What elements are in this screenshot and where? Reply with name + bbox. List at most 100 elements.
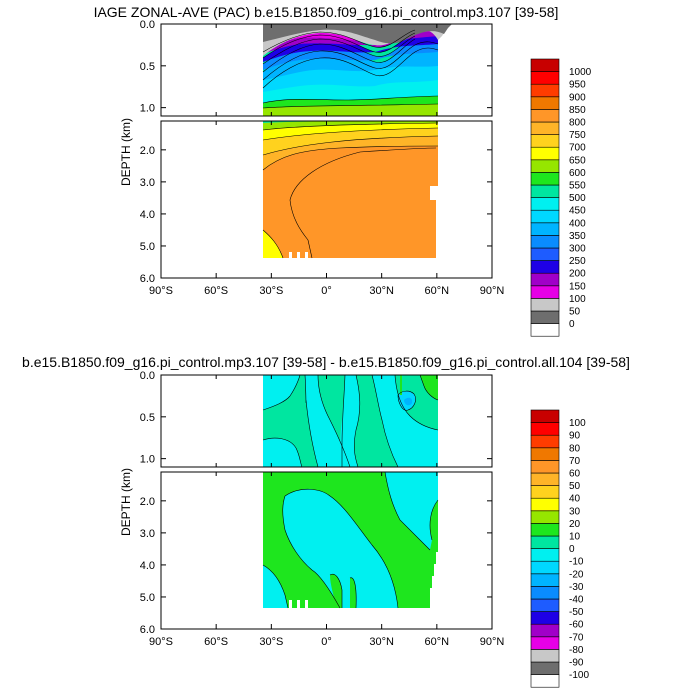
colorbar-swatch: [530, 222, 560, 236]
colorbar-swatch: [530, 434, 560, 449]
colorbar-swatch: [530, 472, 560, 486]
colorbar-swatch: [530, 623, 560, 638]
colorbar-label: 30: [569, 506, 581, 517]
x-tick-label: 0°: [321, 636, 332, 648]
colorbar-swatch: [530, 121, 560, 135]
x-tick-label: 60°N: [425, 636, 450, 648]
colorbar-label: -90: [569, 658, 584, 669]
colorbar-swatch: [530, 422, 560, 436]
top-upper-contour-fill: [262, 24, 452, 116]
colorbar-swatch: [530, 535, 560, 549]
y-tick-label: 6.0: [140, 273, 155, 285]
colorbar-swatch: [530, 447, 560, 461]
top-colorbar: 0501001502002503003504004505005506006507…: [530, 58, 592, 337]
colorbar-swatch: [530, 209, 560, 224]
colorbar-label: 850: [569, 105, 586, 116]
x-tick-label: 60°S: [204, 285, 228, 297]
colorbar-swatch: [530, 548, 560, 562]
colorbar-label: 900: [569, 92, 586, 103]
x-tick-label: 90°N: [480, 285, 505, 297]
colorbar-label: -40: [569, 595, 584, 606]
colorbar-swatch: [530, 109, 560, 123]
colorbar-swatch: [530, 247, 560, 261]
colorbar-swatch: [530, 272, 560, 287]
y-tick-label: 4.0: [140, 560, 155, 572]
y-tick-label: 6.0: [140, 624, 155, 636]
colorbar-label: 700: [569, 143, 586, 154]
colorbar-label: 40: [569, 494, 581, 505]
x-tick-label: 30°N: [369, 285, 394, 297]
colorbar-swatch: [530, 497, 560, 512]
colorbar-label: 90: [569, 431, 581, 442]
colorbar-label: 1000: [569, 67, 592, 78]
colorbar-swatch: [530, 560, 560, 575]
colorbar-label: -20: [569, 569, 584, 580]
colorbar-swatch: [530, 460, 560, 474]
colorbar-label: 800: [569, 118, 586, 129]
colorbar-label: 0: [569, 319, 575, 330]
bottom-colorbar: -100-90-80-70-60-50-40-30-20-10010203040…: [530, 409, 589, 688]
y-tick-label: 0.0: [140, 370, 155, 382]
colorbar-swatch: [530, 58, 560, 72]
colorbar-swatch: [530, 134, 560, 148]
y-tick-label: 1.0: [140, 454, 155, 466]
y-tick-label: 1.0: [140, 103, 155, 115]
y-tick-label: 2.0: [140, 496, 155, 508]
colorbar-label: 80: [569, 443, 581, 454]
bottom-lower-contour-fill: [262, 472, 440, 629]
colorbar-label: 150: [569, 281, 586, 292]
colorbar-label: 600: [569, 168, 586, 179]
bottom-y-axis-label: DEPTH (km): [119, 468, 133, 536]
colorbar-swatch: [530, 409, 560, 423]
y-tick-label: 3.0: [140, 177, 155, 189]
y-tick-label: 5.0: [140, 592, 155, 604]
colorbar-label: 750: [569, 130, 586, 141]
colorbar-swatch: [530, 485, 560, 499]
colorbar-swatch: [530, 71, 560, 85]
colorbar-label: 450: [569, 206, 586, 217]
bottom-chart-title: b.e15.B1850.f09_g16.pi_control.mp3.107 […: [22, 354, 630, 370]
colorbar-label: 950: [569, 80, 586, 91]
top-y-axis-label: DEPTH (km): [119, 118, 133, 186]
y-tick-label: 5.0: [140, 241, 155, 253]
x-tick-label: 60°N: [425, 285, 450, 297]
colorbar-label: -80: [569, 645, 584, 656]
colorbar-swatch: [530, 298, 560, 312]
x-tick-label: 90°S: [149, 636, 173, 648]
colorbar-label: -60: [569, 620, 584, 631]
colorbar-label: 70: [569, 456, 581, 467]
top-x-ticks: 90°S 60°S 30°S 0° 30°N 60°N 90°N: [149, 24, 504, 297]
colorbar-label: 300: [569, 244, 586, 255]
colorbar-label: 100: [569, 418, 586, 429]
colorbar-swatch: [530, 83, 560, 98]
colorbar-swatch: [530, 323, 560, 337]
colorbar-label: 10: [569, 532, 581, 543]
colorbar-swatch: [530, 235, 560, 249]
colorbar-swatch: [530, 598, 560, 612]
y-tick-label: 2.0: [140, 145, 155, 157]
colorbar-label: 350: [569, 231, 586, 242]
top-lower-contour-fill: [262, 121, 440, 278]
colorbar-label: -30: [569, 582, 584, 593]
colorbar-swatch: [530, 159, 560, 173]
colorbar-swatch: [530, 674, 560, 688]
colorbar-label: 400: [569, 218, 586, 229]
y-tick-label: 0.0: [140, 19, 155, 31]
colorbar-swatch: [530, 310, 560, 324]
colorbar-label: -10: [569, 557, 584, 568]
y-tick-label: 0.5: [140, 412, 155, 424]
colorbar-label: -100: [569, 670, 589, 681]
colorbar-swatch: [530, 586, 560, 600]
colorbar-label: 50: [569, 307, 581, 318]
colorbar-label: -70: [569, 632, 584, 643]
colorbar-label: 550: [569, 181, 586, 192]
colorbar-label: 50: [569, 481, 581, 492]
x-tick-label: 0°: [321, 285, 332, 297]
x-tick-label: 30°S: [259, 636, 283, 648]
colorbar-swatch: [530, 197, 560, 211]
x-tick-label: 30°N: [369, 636, 394, 648]
colorbar-swatch: [530, 611, 560, 625]
colorbar-swatch: [530, 573, 560, 587]
bottom-y-ticks: 0.0 0.5 1.0 2.0 3.0 4.0 5.0 6.0: [140, 370, 492, 636]
